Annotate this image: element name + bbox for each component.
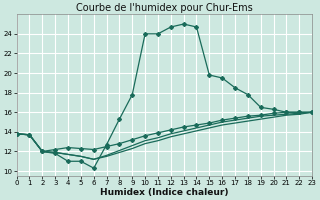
Title: Courbe de l'humidex pour Chur-Ems: Courbe de l'humidex pour Chur-Ems [76, 3, 253, 13]
X-axis label: Humidex (Indice chaleur): Humidex (Indice chaleur) [100, 188, 228, 197]
